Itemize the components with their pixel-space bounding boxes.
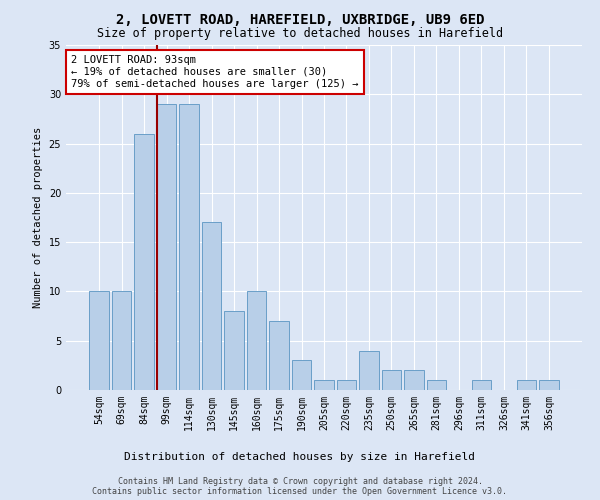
Bar <box>292 360 311 390</box>
Bar <box>517 380 536 390</box>
Y-axis label: Number of detached properties: Number of detached properties <box>33 127 43 308</box>
Bar <box>539 380 559 390</box>
Bar <box>472 380 491 390</box>
Text: Distribution of detached houses by size in Harefield: Distribution of detached houses by size … <box>125 452 476 462</box>
Bar <box>202 222 221 390</box>
Text: Contains public sector information licensed under the Open Government Licence v3: Contains public sector information licen… <box>92 486 508 496</box>
Bar <box>314 380 334 390</box>
Bar <box>427 380 446 390</box>
Bar <box>224 311 244 390</box>
Bar <box>157 104 176 390</box>
Bar <box>382 370 401 390</box>
Bar <box>359 350 379 390</box>
Text: 2, LOVETT ROAD, HAREFIELD, UXBRIDGE, UB9 6ED: 2, LOVETT ROAD, HAREFIELD, UXBRIDGE, UB9… <box>116 12 484 26</box>
Bar <box>404 370 424 390</box>
Text: Contains HM Land Registry data © Crown copyright and database right 2024.: Contains HM Land Registry data © Crown c… <box>118 476 482 486</box>
Bar <box>89 292 109 390</box>
Text: 2 LOVETT ROAD: 93sqm
← 19% of detached houses are smaller (30)
79% of semi-detac: 2 LOVETT ROAD: 93sqm ← 19% of detached h… <box>71 56 359 88</box>
Bar <box>179 104 199 390</box>
Bar <box>337 380 356 390</box>
Bar <box>247 292 266 390</box>
Bar <box>134 134 154 390</box>
Text: Size of property relative to detached houses in Harefield: Size of property relative to detached ho… <box>97 28 503 40</box>
Bar <box>112 292 131 390</box>
Bar <box>269 321 289 390</box>
